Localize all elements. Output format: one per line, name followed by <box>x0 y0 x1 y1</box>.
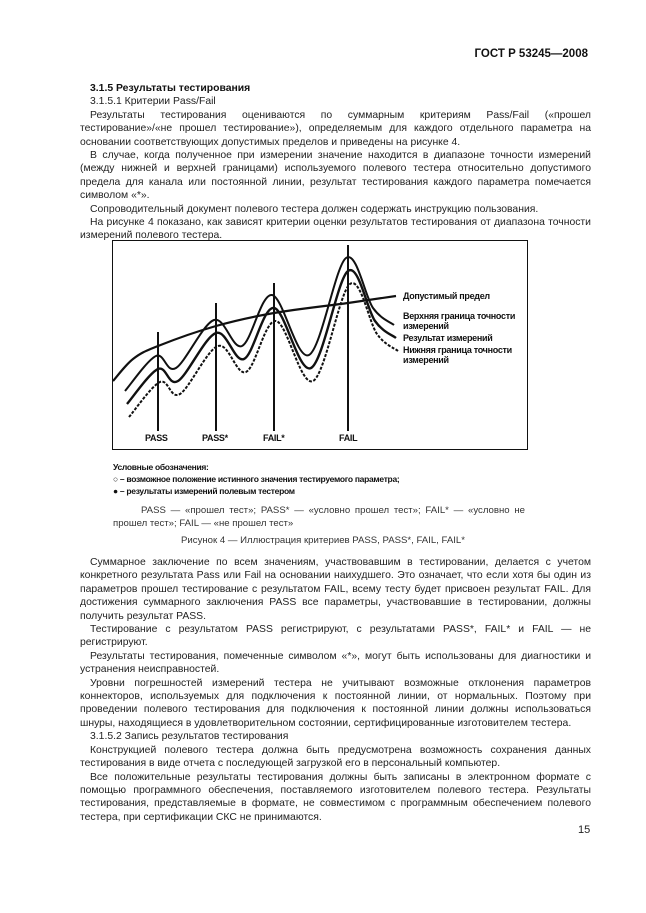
limit-curve <box>113 294 397 382</box>
legend-title: Условные обозначения: <box>113 462 209 472</box>
legend-item: ○ – возможное положение истинного значен… <box>113 474 400 484</box>
page-number: 15 <box>578 824 591 836</box>
subsection-heading: 3.1.5.2 Запись результатов тестирования <box>90 731 289 743</box>
section-heading: 3.1.5 Результаты тестирования <box>90 83 251 94</box>
paragraph: На рисунке 4 показано, как зависят крите… <box>80 217 591 242</box>
label-lower: Нижняя граница точности измерений <box>403 345 512 365</box>
upper-bound-curve <box>124 256 395 392</box>
paragraph: Сопроводительный документ полевого тесте… <box>90 203 539 215</box>
paragraph: Все положительные результаты тестировани… <box>80 771 591 823</box>
paragraph: Суммарное заключение по всем значениям, … <box>80 557 591 622</box>
document-header: ГОСТ Р 53245—2008 <box>474 48 588 60</box>
figure-4: Допустимый предел Верхняя граница точнос… <box>112 240 528 450</box>
figure-diagram <box>113 245 399 431</box>
marker-fail: FAIL <box>339 433 358 443</box>
section-2: Суммарное заключение по всем значениям, … <box>80 556 591 824</box>
marker-fail-star: FAIL* <box>263 433 285 443</box>
paragraph: В случае, когда полученное при измерении… <box>80 150 591 202</box>
label-result: Результат измерений <box>403 333 493 343</box>
paragraph: Конструкцией полевого тестера должна быт… <box>80 744 591 770</box>
marker-pass: PASS <box>145 433 168 443</box>
result-curve <box>126 269 397 405</box>
figure-note: PASS — «прошел тест»; PASS* — «условно п… <box>113 505 525 529</box>
lower-bound-curve <box>128 282 399 418</box>
section-1: 3.1.5 Результаты тестирования 3.1.5.1 Кр… <box>80 82 591 243</box>
label-limit: Допустимый предел <box>403 291 490 301</box>
paragraph: Тестирование с результатом PASS регистри… <box>80 624 591 649</box>
legend-item: ● – результаты измерений полевым тестеро… <box>113 486 295 496</box>
paragraph: Уровни погрешностей измерений тестера не… <box>80 677 591 729</box>
label-upper: Верхняя граница точности измерений <box>403 311 516 331</box>
figure-caption: Рисунок 4 — Иллюстрация критериев PASS, … <box>181 535 465 546</box>
paragraph: Результаты тестирования, помеченные симв… <box>80 650 591 676</box>
subsection-heading: 3.1.5.1 Критерии Pass/Fail <box>90 96 216 108</box>
paragraph: Результаты тестирования оцениваются по с… <box>80 109 591 148</box>
marker-pass-star: PASS* <box>202 433 228 443</box>
